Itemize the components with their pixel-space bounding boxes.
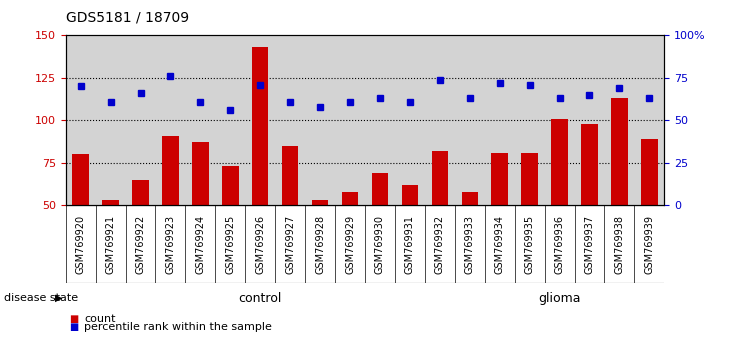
Bar <box>132 180 149 205</box>
Bar <box>491 153 508 205</box>
Text: GSM769937: GSM769937 <box>585 215 594 274</box>
Text: GSM769939: GSM769939 <box>645 215 654 274</box>
Bar <box>222 166 239 205</box>
Text: GSM769920: GSM769920 <box>76 215 85 274</box>
Text: GSM769933: GSM769933 <box>465 215 474 274</box>
Bar <box>312 200 328 205</box>
Bar <box>581 124 598 205</box>
Text: GSM769926: GSM769926 <box>255 215 265 274</box>
Text: GSM769928: GSM769928 <box>315 215 325 274</box>
Bar <box>641 139 658 205</box>
Text: GSM769934: GSM769934 <box>495 215 504 274</box>
Text: GDS5181 / 18709: GDS5181 / 18709 <box>66 11 189 25</box>
Text: ■: ■ <box>69 314 79 324</box>
Text: GSM769938: GSM769938 <box>615 215 624 274</box>
Text: GSM769931: GSM769931 <box>405 215 415 274</box>
Bar <box>372 173 388 205</box>
Bar <box>461 192 478 205</box>
Text: percentile rank within the sample: percentile rank within the sample <box>84 322 272 332</box>
Bar <box>402 185 418 205</box>
Bar <box>431 151 448 205</box>
Text: GSM769927: GSM769927 <box>285 215 295 274</box>
Text: control: control <box>239 292 282 305</box>
Text: GSM769925: GSM769925 <box>226 215 235 274</box>
Text: GSM769921: GSM769921 <box>106 215 115 274</box>
Text: ▶: ▶ <box>55 293 62 303</box>
Bar <box>192 142 209 205</box>
Bar <box>282 146 299 205</box>
Bar <box>252 47 269 205</box>
Text: glioma: glioma <box>538 292 581 305</box>
Bar <box>342 192 358 205</box>
Bar <box>72 154 89 205</box>
Text: GSM769935: GSM769935 <box>525 215 534 274</box>
Bar <box>611 98 628 205</box>
Bar <box>102 200 119 205</box>
Text: disease state: disease state <box>4 293 78 303</box>
Text: GSM769930: GSM769930 <box>375 215 385 274</box>
Text: GSM769929: GSM769929 <box>345 215 355 274</box>
Bar <box>162 136 179 205</box>
Text: GSM769932: GSM769932 <box>435 215 445 274</box>
Text: GSM769922: GSM769922 <box>136 215 145 274</box>
Text: ■: ■ <box>69 322 79 332</box>
Text: GSM769936: GSM769936 <box>555 215 564 274</box>
Text: GSM769924: GSM769924 <box>196 215 205 274</box>
Text: GSM769923: GSM769923 <box>166 215 175 274</box>
Bar <box>551 119 568 205</box>
Bar <box>521 153 538 205</box>
Text: count: count <box>84 314 115 324</box>
